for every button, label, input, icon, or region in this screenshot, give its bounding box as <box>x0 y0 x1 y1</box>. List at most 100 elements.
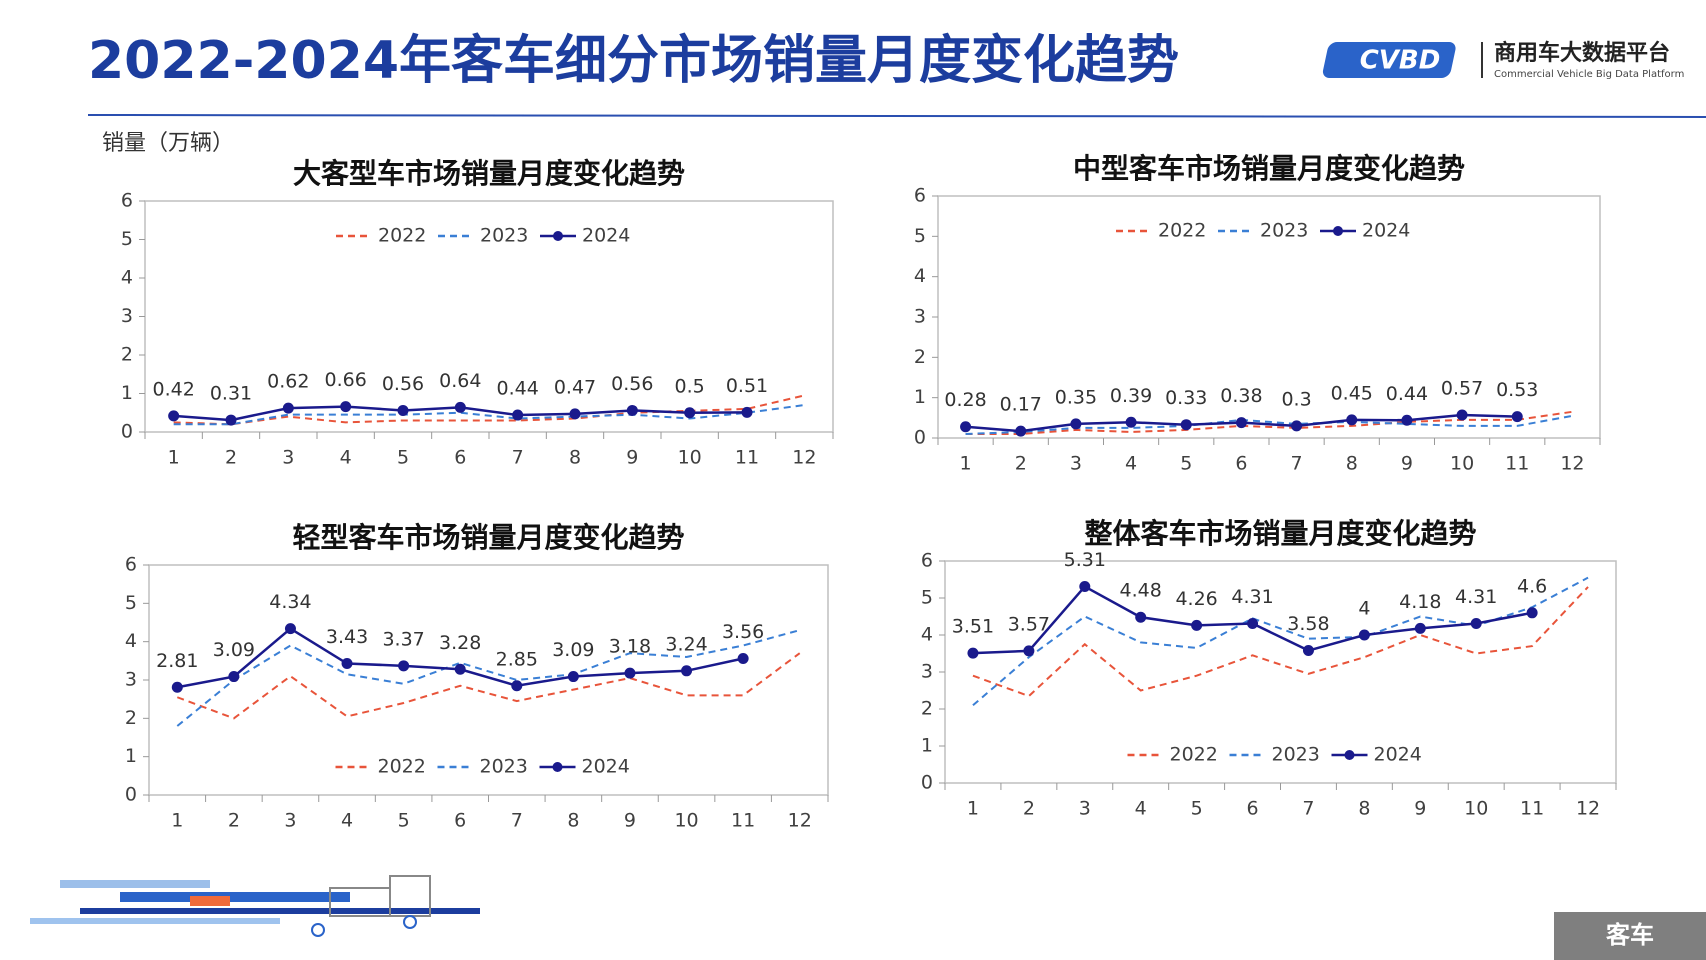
x-tick-label: 2 <box>228 810 240 832</box>
x-tick-label: 6 <box>1246 798 1258 820</box>
point <box>1470 618 1482 630</box>
x-tick-label: 6 <box>454 810 466 832</box>
x-tick-label: 10 <box>1450 453 1474 475</box>
unit-label: 销量（万辆） <box>102 131 234 156</box>
point <box>282 402 294 414</box>
point <box>569 408 581 420</box>
data-label: 0.47 <box>554 376 596 398</box>
x-tick-label: 9 <box>624 810 636 832</box>
y-tick-label: 5 <box>921 587 933 609</box>
legend-label: 2022 <box>378 225 426 247</box>
header-rule <box>87 114 1706 118</box>
point <box>340 401 352 413</box>
data-label: 3.09 <box>213 639 255 661</box>
chart-title: 中型客车市场销量月度变化趋势 <box>1073 152 1465 185</box>
legend-label: 2024 <box>1374 744 1422 766</box>
x-tick-label: 5 <box>1180 453 1192 475</box>
x-tick-label: 7 <box>1302 798 1314 820</box>
x-tick-label: 8 <box>567 810 579 832</box>
point <box>1191 619 1203 631</box>
series-line <box>972 586 1589 698</box>
legend-label: 2022 <box>378 756 426 778</box>
point <box>626 404 638 416</box>
y-tick-label: 4 <box>921 624 933 646</box>
y-tick-label: 1 <box>125 745 137 767</box>
x-tick-label: 4 <box>340 447 352 469</box>
y-tick-label: 3 <box>921 661 933 683</box>
data-label: 3.24 <box>665 633 707 655</box>
legend-label: 2024 <box>1362 220 1410 242</box>
x-tick-label: 4 <box>341 810 353 832</box>
x-tick-label: 3 <box>284 810 296 832</box>
footer-label: 客车 <box>1606 921 1654 949</box>
legend-label: 2022 <box>1158 220 1206 242</box>
x-tick-label: 8 <box>1358 798 1370 820</box>
point <box>567 671 579 683</box>
y-tick-label: 2 <box>121 344 133 366</box>
x-tick-label: 3 <box>282 447 294 469</box>
x-tick-label: 9 <box>1414 798 1426 820</box>
data-label: 0.3 <box>1281 388 1311 410</box>
data-label: 2.81 <box>156 650 198 672</box>
y-tick-label: 0 <box>125 784 137 806</box>
point <box>398 660 410 672</box>
data-label: 0.38 <box>1220 385 1262 407</box>
data-label: 0.35 <box>1055 386 1097 408</box>
series-line <box>965 414 1573 435</box>
x-tick-label: 4 <box>1125 453 1137 475</box>
data-label: 0.66 <box>325 369 367 391</box>
x-tick-label: 11 <box>1520 798 1544 820</box>
data-label: 0.62 <box>267 371 309 393</box>
y-tick-label: 5 <box>125 592 137 614</box>
legend-label: 2023 <box>1260 220 1308 242</box>
point <box>228 671 240 683</box>
point <box>1125 416 1137 428</box>
point <box>284 623 296 635</box>
data-label: 5.31 <box>1064 549 1106 571</box>
legend-label: 2023 <box>1272 744 1320 766</box>
x-tick-label: 1 <box>960 453 972 475</box>
data-label: 0.31 <box>210 383 252 405</box>
x-tick-label: 2 <box>1023 798 1035 820</box>
x-tick-label: 4 <box>1135 798 1147 820</box>
data-label: 4.31 <box>1231 586 1273 608</box>
data-label: 3.18 <box>609 636 651 658</box>
point <box>1247 618 1259 630</box>
data-label: 3.28 <box>439 632 481 654</box>
point <box>737 653 749 665</box>
y-tick-label: 2 <box>914 346 926 368</box>
point <box>1079 581 1091 593</box>
legend-label: 2024 <box>582 225 630 247</box>
point <box>741 406 753 418</box>
series-line <box>173 404 805 426</box>
x-tick-label: 5 <box>1191 798 1203 820</box>
data-label: 2.85 <box>496 648 538 670</box>
point <box>960 421 972 433</box>
x-tick-label: 6 <box>1235 453 1247 475</box>
point <box>1511 411 1523 423</box>
x-tick-label: 1 <box>967 798 979 820</box>
x-tick-label: 8 <box>569 447 581 469</box>
data-label: 4 <box>1358 598 1370 620</box>
data-label: 4.31 <box>1455 586 1497 608</box>
point <box>681 665 693 677</box>
x-tick-label: 12 <box>788 810 812 832</box>
y-tick-label: 6 <box>121 190 133 212</box>
legend-label: 2022 <box>1170 744 1218 766</box>
x-tick-label: 10 <box>674 810 698 832</box>
x-tick-label: 7 <box>511 810 523 832</box>
legend-marker <box>1333 226 1343 236</box>
series-line <box>965 410 1573 435</box>
point <box>1414 622 1426 634</box>
data-label: 0.51 <box>726 375 768 397</box>
point <box>1302 645 1314 657</box>
y-tick-label: 1 <box>121 382 133 404</box>
footer-box <box>1554 912 1706 960</box>
logo-mark: CVBD <box>1360 46 1441 76</box>
x-tick-label: 12 <box>1560 453 1584 475</box>
x-tick-label: 7 <box>1291 453 1303 475</box>
data-label: 3.37 <box>382 628 424 650</box>
